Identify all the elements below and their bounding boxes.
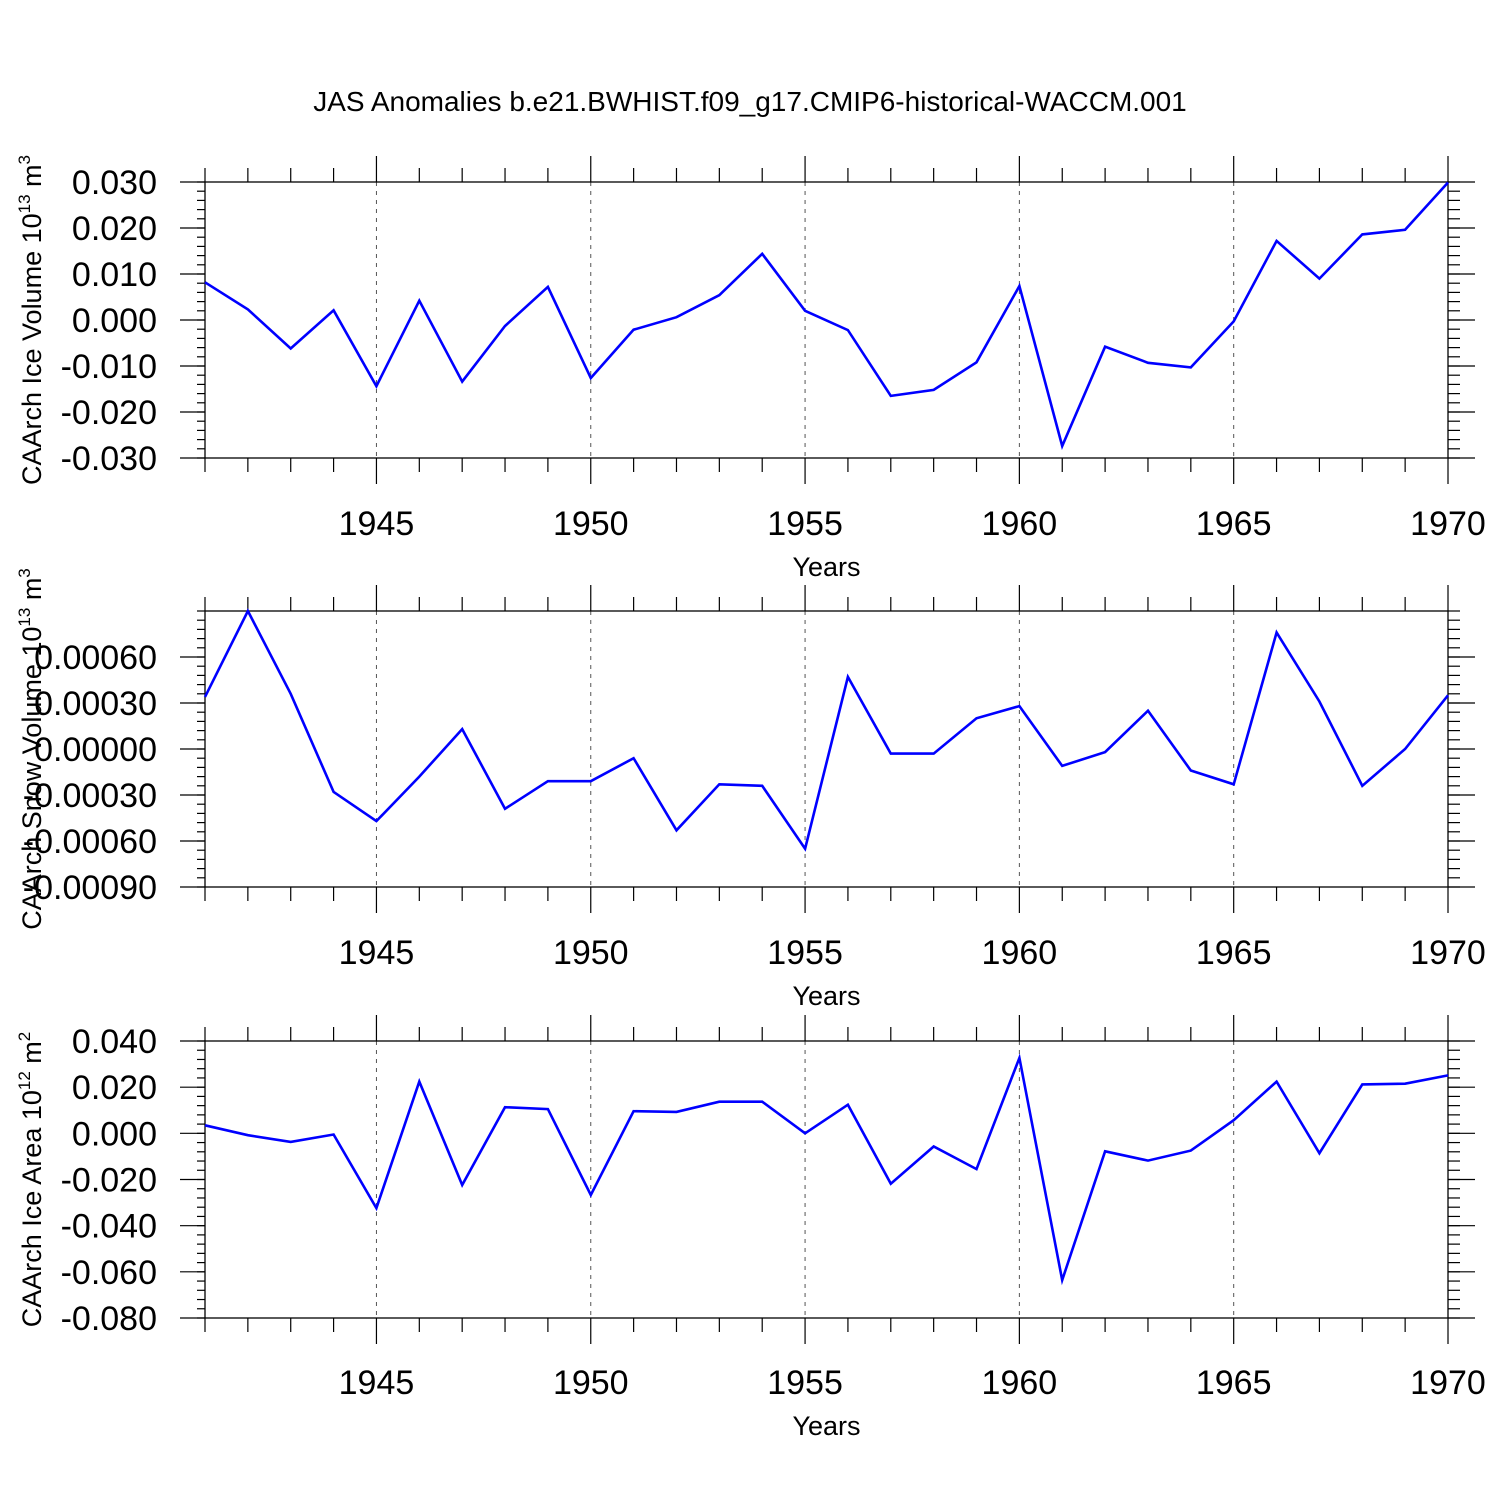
figure-title: JAS Anomalies b.e21.BWHIST.f09_g17.CMIP6… [313,86,1187,117]
y-tick-label: 0.030 [72,164,157,202]
x-tick-label: 1945 [339,505,415,543]
y-tick-label: 0.000 [72,302,157,340]
y-tick-label: -0.080 [61,1300,157,1338]
y-axis-label-superscript: 13 [15,608,34,627]
y-tick-label: 0.040 [72,1023,157,1061]
panel-snow-volume: -0.00090 -0.00060 -0.00030 0.00000 0.00030 0.… [15,568,1486,1011]
y-tick-label: -0.00030 [23,777,157,815]
y-axis-label-superscript: 13 [15,194,34,213]
y-tick-label: 0.020 [72,210,157,248]
x-tick-label: 1955 [767,1364,843,1402]
panel-ice-volume: -0.030 -0.020 -0.010 0.000 0.010 0.020 0.030 19… [15,155,1486,582]
y-axis-label-text: CAArch Snow Volume 10 [17,627,47,930]
y-tick-label: -0.020 [61,1162,157,1200]
plot-frame [204,610,1449,888]
series-line-0 [203,608,1450,852]
y-axis-label: CAArch Ice Area 1012 m2 [15,1032,47,1328]
x-tick-label: 1950 [553,505,629,543]
x-tick-label: 1945 [339,1364,415,1402]
y-axis-label-text: m [17,164,47,194]
plot-frame [204,1040,1449,1319]
x-tick-label: 1965 [1196,505,1272,543]
x-tick-label: 1950 [553,934,629,972]
x-tick-label: 1955 [767,934,843,972]
x-tick-label: 1970 [1410,1364,1486,1402]
x-axis-label: Years [792,981,860,1011]
y-tick-label: -0.040 [61,1208,157,1246]
y-tick-label: -0.010 [61,348,157,386]
y-tick-label: -0.00090 [23,869,157,907]
y-axis-label-text: CAArch Ice Area 10 [17,1090,47,1327]
series-line-0 [204,1053,1449,1286]
x-tick-label: 1960 [982,934,1058,972]
y-axis-label-text: m [17,578,47,608]
y-axis-label-superscript: 12 [15,1071,34,1090]
panel-ice-area: -0.080 -0.060 -0.040 -0.020 0.000 0.020 0.040 1… [15,1015,1486,1441]
y-axis-label: CAArch Ice Volume 1013 m3 [15,155,47,485]
y-tick-label: 0.020 [72,1069,157,1107]
y-tick-label: -0.060 [61,1254,157,1292]
series-line-0 [204,181,1449,450]
y-axis-label-superscript: 2 [15,1032,34,1041]
plot-frame [204,181,1449,459]
y-axis-label-text: CAArch Ice Volume 10 [17,213,47,485]
x-tick-label: 1950 [553,1364,629,1402]
y-axis-label-superscript: 3 [15,155,34,164]
x-axis-label: Years [792,552,860,582]
x-tick-label: 1970 [1410,934,1486,972]
x-tick-label: 1945 [339,934,415,972]
x-tick-label: 1955 [767,505,843,543]
y-axis-label-text: m [17,1041,47,1071]
y-tick-label: 0.00000 [34,731,157,769]
y-tick-label: -0.030 [61,440,157,478]
y-tick-label: -0.020 [61,394,157,432]
x-axis-label: Years [792,1411,860,1441]
y-axis-label: CAArch Snow Volume 1013 m3 [15,568,47,930]
y-tick-label: -0.00060 [23,823,157,861]
x-tick-label: 1965 [1196,1364,1272,1402]
x-tick-label: 1960 [982,505,1058,543]
x-tick-label: 1960 [982,1364,1058,1402]
y-tick-label: 0.00060 [34,639,157,677]
y-tick-label: 0.010 [72,256,157,294]
x-tick-label: 1970 [1410,505,1486,543]
x-tick-label: 1965 [1196,934,1272,972]
y-tick-label: 0.00030 [34,685,157,723]
y-tick-label: 0.000 [72,1115,157,1153]
y-axis-label-superscript: 3 [15,568,34,577]
